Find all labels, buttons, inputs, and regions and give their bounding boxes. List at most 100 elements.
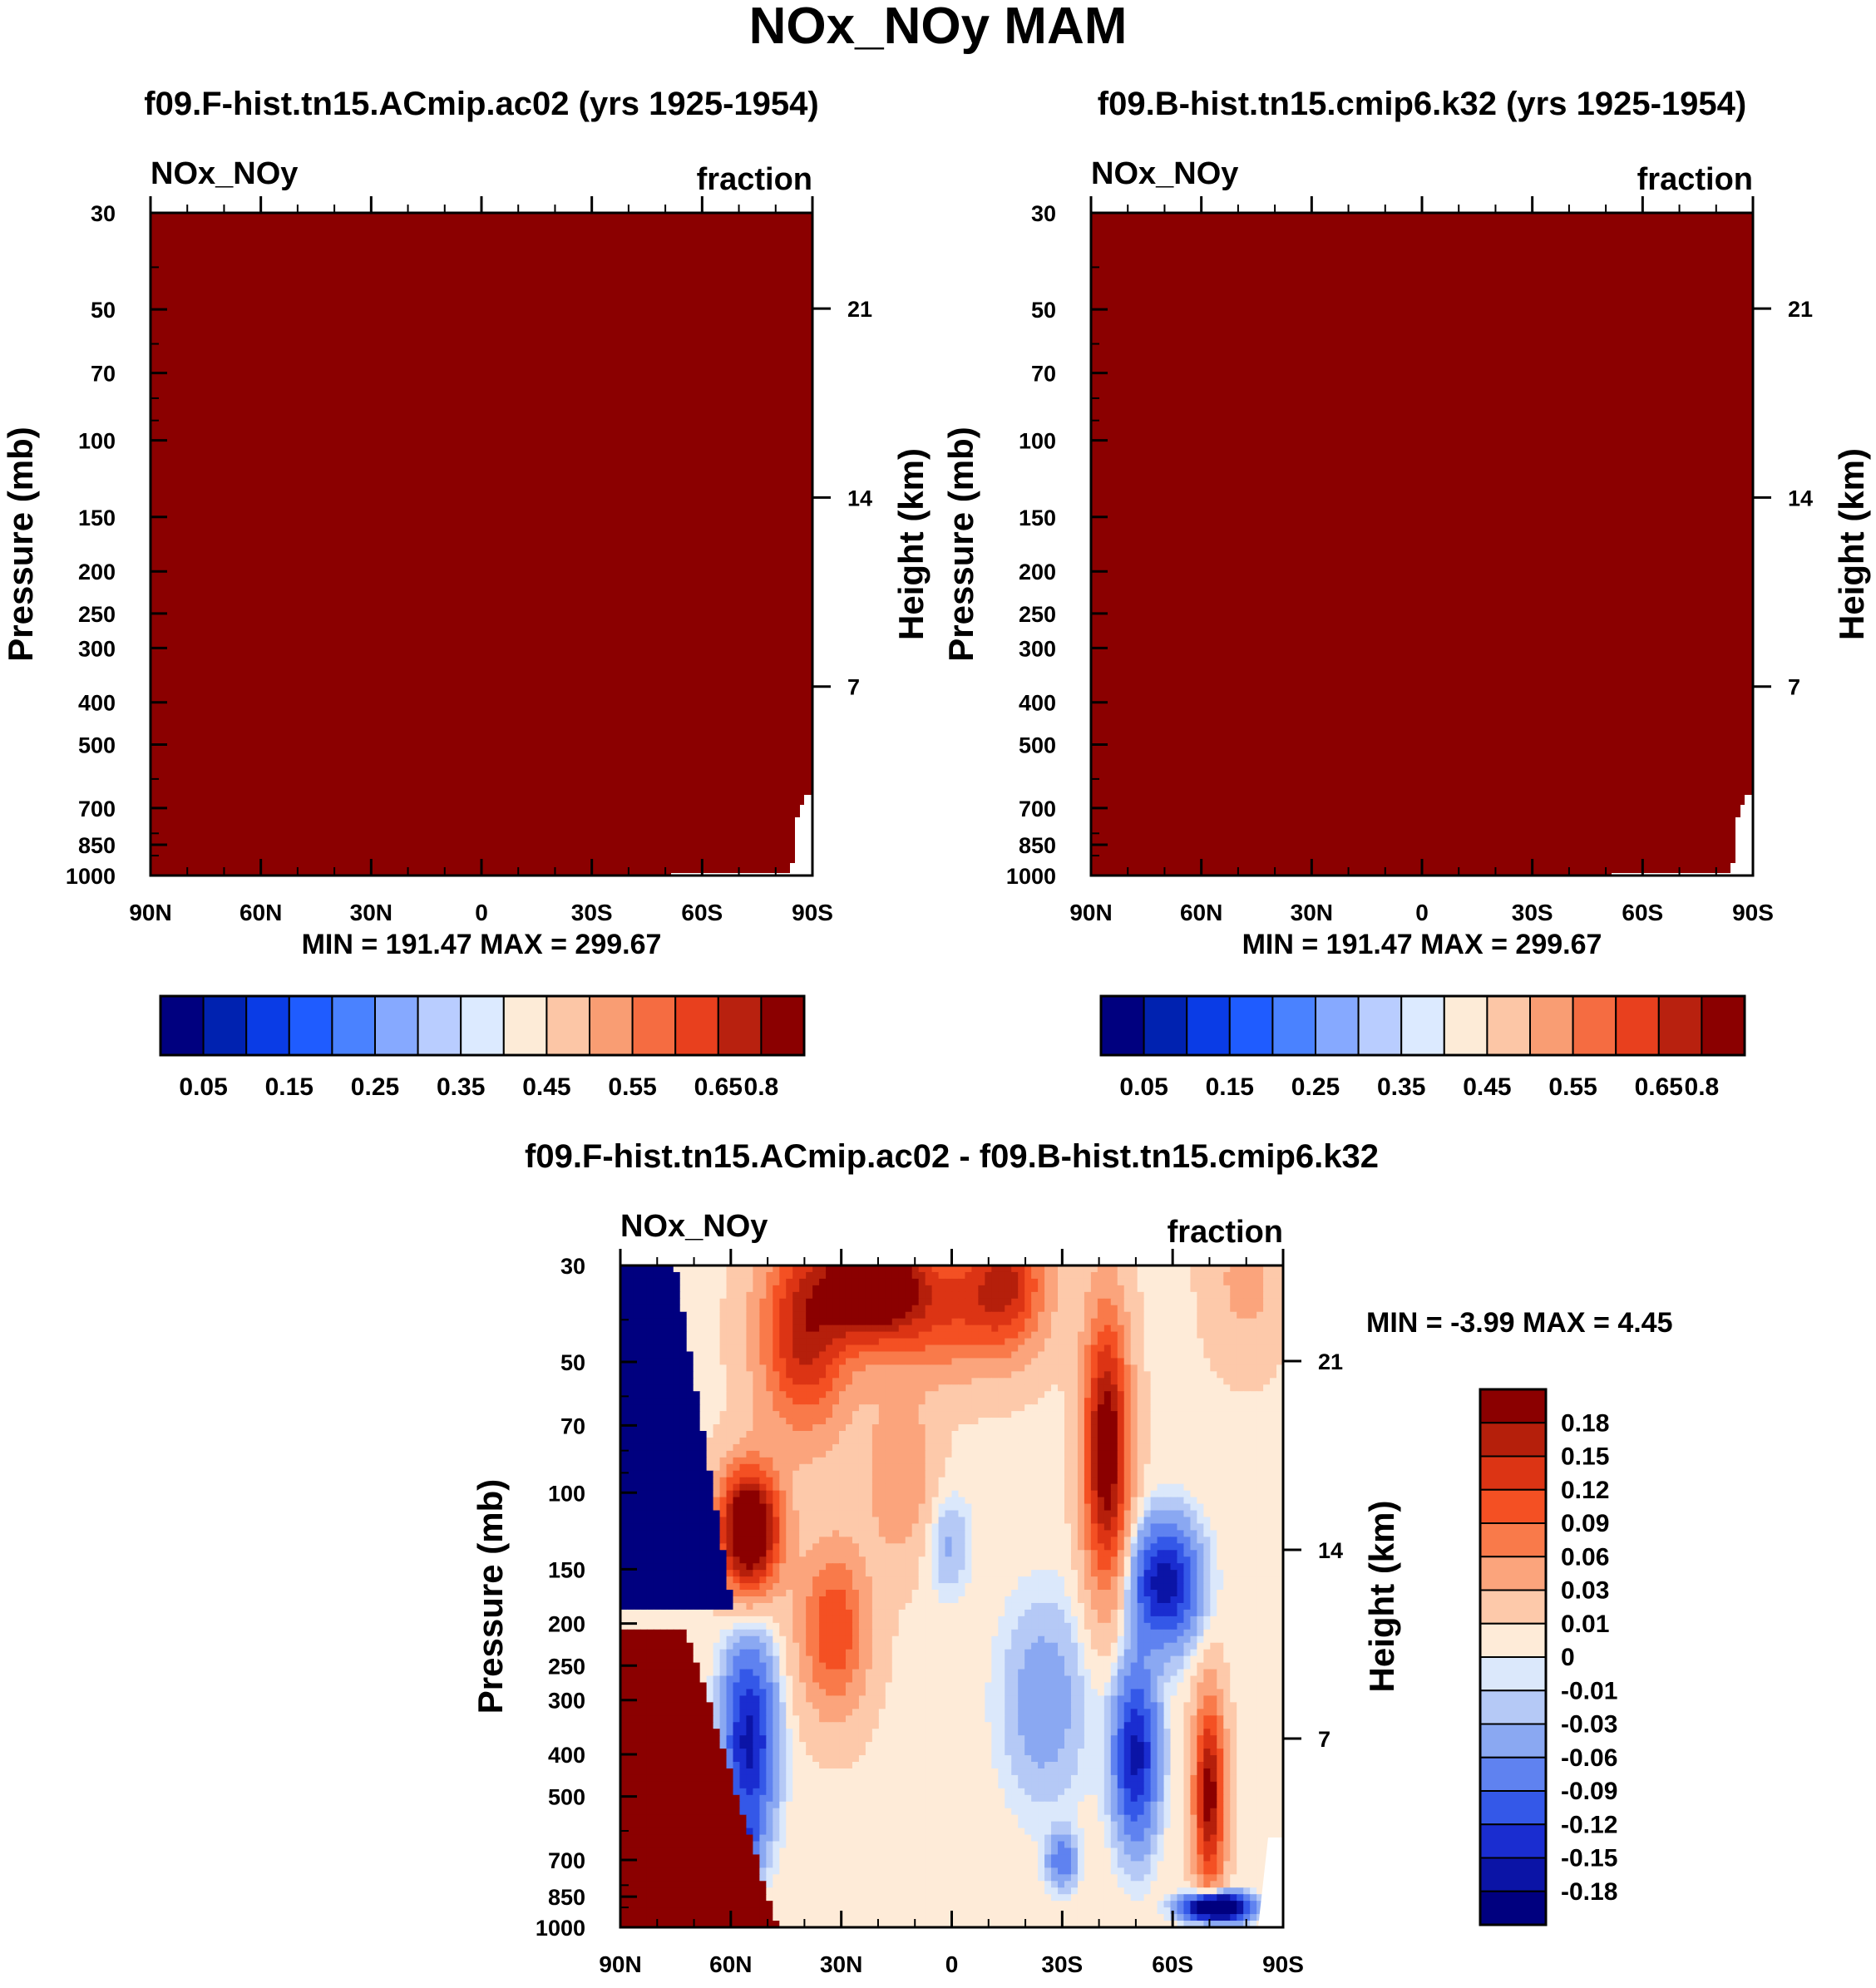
field-cell <box>1117 1291 1125 1300</box>
field-cell <box>1177 1398 1185 1405</box>
field-cell <box>945 1490 953 1498</box>
field-cell <box>1250 1424 1257 1432</box>
field-cell <box>1237 1285 1244 1293</box>
field-cell <box>1024 1497 1032 1505</box>
field-cell <box>1051 1318 1059 1326</box>
field-cell <box>646 1530 654 1537</box>
field-cell <box>1024 1556 1032 1564</box>
field-cell <box>918 1404 926 1412</box>
field-cell <box>1263 1503 1271 1512</box>
field-cell <box>951 1391 960 1399</box>
field-cell <box>1044 1285 1052 1293</box>
field-cell <box>925 1483 933 1492</box>
field-cell <box>1223 1344 1231 1353</box>
field-cell <box>746 1443 753 1452</box>
field-cell <box>1203 1510 1211 1518</box>
field-cell <box>945 1443 953 1452</box>
field-cell <box>918 1450 926 1458</box>
field-cell <box>878 1497 886 1505</box>
field-cell <box>878 1477 886 1485</box>
field-cell <box>1143 1265 1152 1273</box>
field-cell <box>925 1371 933 1379</box>
field-cell <box>1177 1331 1185 1339</box>
field-cell <box>786 1483 793 1492</box>
field-cell <box>639 1470 648 1478</box>
field-cell <box>1256 1318 1264 1326</box>
field-cell <box>819 1344 827 1353</box>
field-cell <box>945 1391 953 1399</box>
field-cell <box>871 1556 880 1564</box>
field-cell <box>1110 1503 1118 1512</box>
field-cell <box>1064 1364 1072 1372</box>
field-cell <box>911 1543 920 1551</box>
field-cell <box>773 1523 780 1531</box>
field-cell <box>773 1431 780 1438</box>
field-cell <box>726 1391 734 1399</box>
y-tick-label: 1000 <box>66 864 116 889</box>
field-cell <box>646 1550 654 1557</box>
field-cell <box>706 1265 714 1273</box>
field-cell <box>839 1418 847 1425</box>
field-cell <box>1197 1477 1204 1485</box>
field-cell <box>739 1384 748 1392</box>
field-cell <box>832 1311 840 1320</box>
field-cell <box>673 1570 681 1577</box>
field-cell <box>739 1291 748 1300</box>
field-cell <box>905 1318 913 1326</box>
field-cell <box>773 1450 780 1458</box>
field-cell <box>1038 1510 1045 1518</box>
field-cell <box>871 1418 880 1425</box>
field-cell <box>938 1404 946 1412</box>
field-cell <box>1024 1278 1032 1286</box>
field-cell <box>646 1338 654 1346</box>
field-cell <box>620 1570 628 1577</box>
field-cell <box>746 1510 753 1518</box>
field-cell <box>1031 1477 1039 1485</box>
field-cell <box>1270 1325 1277 1333</box>
field-cell <box>826 1457 833 1465</box>
field-cell <box>1203 1344 1211 1353</box>
field-cell <box>1217 1371 1224 1379</box>
field-cell <box>739 1398 748 1405</box>
field-cell <box>633 1503 641 1512</box>
field-cell <box>1230 1570 1237 1577</box>
field-cell <box>1276 1265 1283 1273</box>
field-cell <box>1157 1556 1165 1564</box>
field-cell <box>1103 1271 1112 1280</box>
field-cell <box>1150 1424 1158 1432</box>
field-cell <box>1084 1351 1092 1359</box>
field-cell <box>898 1344 906 1353</box>
field-cell <box>766 1517 773 1525</box>
field-cell <box>871 1364 880 1372</box>
field-cell <box>1117 1570 1125 1577</box>
field-cell <box>806 1543 813 1551</box>
field-cell <box>1223 1305 1231 1313</box>
field-cell <box>699 1576 708 1584</box>
field-cell <box>1038 1371 1045 1379</box>
field-cell <box>626 1331 634 1339</box>
field-cell <box>865 1351 873 1359</box>
field-cell <box>786 1497 793 1505</box>
field-cell <box>1217 1556 1224 1564</box>
field-cell <box>991 1450 999 1458</box>
field-cell <box>885 1305 893 1313</box>
field-cell <box>646 1325 654 1333</box>
field-cell <box>1077 1537 1085 1544</box>
field-cell <box>786 1576 793 1584</box>
field-cell <box>931 1378 940 1385</box>
field-cell <box>1163 1457 1172 1465</box>
field-cell <box>639 1463 648 1472</box>
field-cell <box>753 1364 760 1372</box>
field-cell <box>812 1338 820 1346</box>
field-cell <box>1237 1404 1244 1412</box>
field-cell <box>620 1576 628 1584</box>
field-cell <box>1064 1318 1072 1326</box>
field-cell <box>971 1404 979 1412</box>
field-cell <box>646 1483 654 1492</box>
field-cell <box>1130 1351 1138 1359</box>
field-cell <box>918 1537 926 1544</box>
field-cell <box>1084 1371 1092 1379</box>
field-cell <box>971 1424 979 1432</box>
field-cell <box>871 1271 880 1280</box>
field-cell <box>806 1278 813 1286</box>
